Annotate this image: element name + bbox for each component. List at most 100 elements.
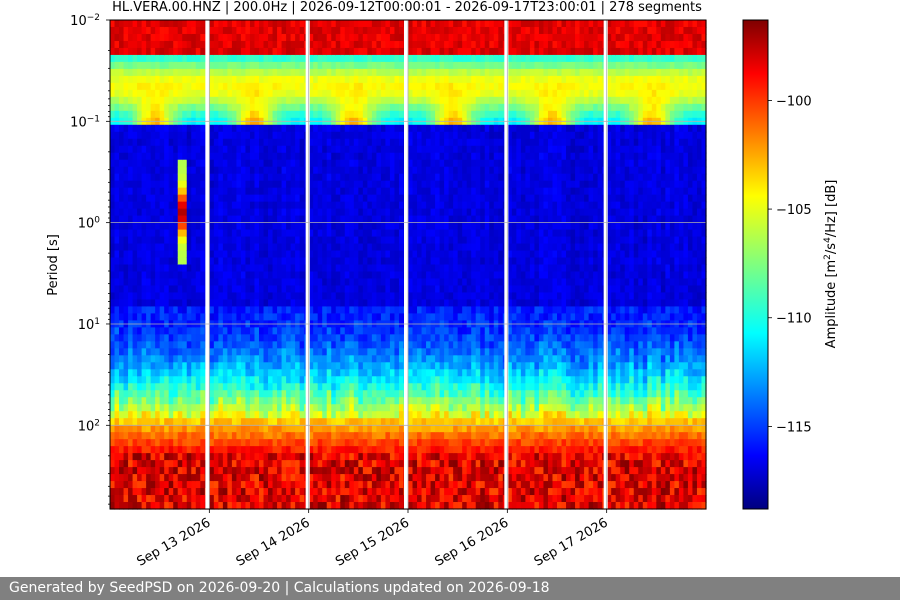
heatmap-cell — [394, 306, 400, 314]
heatmap-cell — [362, 250, 368, 259]
heatmap-cell — [227, 222, 233, 231]
heatmap-cell — [331, 124, 337, 133]
heatmap-cell — [186, 271, 192, 280]
heatmap-cell — [123, 103, 129, 112]
heatmap-cell — [146, 229, 152, 238]
heatmap-cell — [313, 236, 319, 245]
heatmap-cell — [159, 124, 165, 133]
heatmap-cell — [200, 285, 206, 294]
heatmap-cell — [317, 488, 323, 496]
heatmap-cell — [394, 425, 400, 433]
heatmap-cell — [426, 138, 432, 147]
heatmap-cell — [213, 432, 219, 440]
heatmap-cell — [290, 159, 296, 168]
heatmap-cell — [376, 222, 382, 231]
heatmap-cell — [353, 96, 359, 105]
heatmap-cell — [349, 26, 355, 35]
heatmap-cell — [200, 425, 206, 433]
heatmap-cell — [290, 215, 296, 224]
heatmap-cell — [371, 152, 377, 161]
heatmap-cell — [236, 152, 242, 161]
heatmap-cell — [421, 397, 427, 405]
heatmap-cell — [317, 124, 323, 133]
heatmap-cell — [358, 166, 364, 175]
heatmap-cell — [119, 236, 125, 245]
heatmap-cell — [186, 481, 192, 489]
heatmap-cell — [213, 26, 219, 35]
heatmap-cell — [254, 173, 260, 182]
heatmap-cell — [231, 166, 238, 175]
heatmap-cell — [123, 306, 129, 314]
heatmap-cell — [164, 236, 170, 245]
heatmap-cell — [259, 215, 265, 224]
heatmap-cell — [114, 306, 120, 314]
heatmap-cell — [259, 495, 265, 503]
heatmap-cell — [417, 502, 423, 510]
heatmap-cell — [141, 404, 147, 412]
heatmap-cell — [408, 33, 414, 42]
heatmap-cell — [222, 243, 228, 252]
heatmap-cell — [426, 20, 432, 28]
heatmap-cell — [200, 369, 206, 377]
heatmap-cell — [173, 418, 179, 426]
heatmap-cell — [376, 33, 382, 42]
heatmap-cell — [340, 299, 346, 308]
heatmap-cell — [295, 124, 301, 133]
heatmap-cell — [222, 362, 228, 370]
heatmap-cell — [141, 215, 147, 224]
heatmap-cell — [412, 348, 418, 356]
heatmap-cell — [159, 166, 165, 175]
heatmap-cell — [236, 201, 242, 210]
heatmap-cell — [209, 474, 215, 482]
heatmap-cell — [236, 110, 242, 119]
heatmap-cell — [344, 243, 350, 252]
heatmap-cell — [168, 495, 174, 503]
heatmap-cell — [182, 376, 188, 384]
heatmap-cell — [200, 390, 206, 398]
heatmap-cell — [417, 376, 423, 384]
heatmap-cell — [128, 481, 134, 489]
heatmap-cell — [295, 229, 301, 238]
heatmap-cell — [344, 89, 350, 98]
heatmap-cell — [114, 299, 120, 308]
heatmap-cell — [150, 82, 156, 91]
heatmap-cell — [218, 61, 224, 70]
heatmap-cell — [326, 26, 332, 35]
heatmap-cell — [335, 250, 341, 259]
heatmap-cell — [286, 271, 292, 280]
heatmap-cell — [308, 40, 314, 49]
heatmap-cell — [313, 453, 319, 461]
heatmap-cell — [195, 250, 201, 259]
heatmap-cell — [408, 82, 414, 91]
heatmap-cell — [245, 33, 251, 42]
heatmap-cell — [195, 453, 201, 461]
heatmap-cell — [362, 138, 368, 147]
heatmap-cell — [227, 103, 233, 112]
heatmap-cell — [164, 313, 170, 321]
heatmap-cell — [412, 96, 418, 105]
heatmap-cell — [331, 61, 337, 70]
heatmap-cell — [119, 215, 125, 224]
heatmap-cell — [200, 376, 206, 384]
heatmap-cell — [159, 341, 165, 349]
heatmap-cell — [344, 20, 350, 28]
heatmap-cell — [231, 306, 238, 314]
heatmap-cell — [313, 488, 319, 496]
heatmap-cell — [218, 152, 224, 161]
heatmap-cell — [137, 355, 143, 363]
heatmap-cell — [417, 47, 423, 56]
heatmap-cell — [385, 334, 391, 342]
heatmap-cell — [389, 75, 396, 84]
heatmap-cell — [344, 390, 350, 398]
heatmap-cell — [340, 334, 346, 342]
heatmap-cell — [367, 89, 373, 98]
heatmap-cell — [389, 26, 396, 35]
heatmap-cell — [367, 54, 373, 63]
heatmap-cell — [353, 348, 359, 356]
heatmap-cell — [340, 341, 346, 349]
heatmap-cell — [231, 425, 238, 433]
heatmap-cell — [322, 446, 328, 454]
heatmap-cell — [186, 20, 192, 28]
heatmap-cell — [385, 194, 391, 203]
heatmap-cell — [123, 89, 129, 98]
